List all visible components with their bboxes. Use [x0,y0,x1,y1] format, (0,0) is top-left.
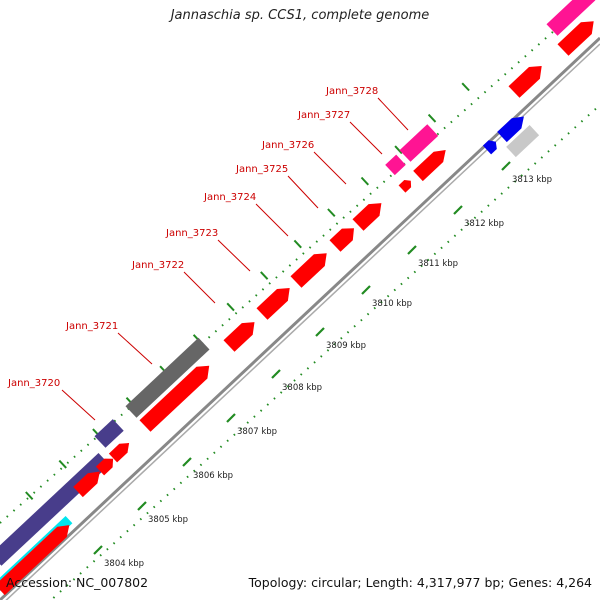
upper-tick [461,82,470,92]
gene-leader-line [313,151,347,185]
gene-label[interactable]: Jann_3724 [203,192,256,203]
upper-tick [25,491,34,500]
gene-jann-3724-block[interactable] [290,253,327,288]
scale-tick-mark [315,327,325,337]
gene-jann-3727-block[interactable] [385,154,406,176]
gene-red-block[interactable] [139,365,210,432]
gene-leader-line [255,203,289,237]
scale-tick-mark [361,285,371,295]
gene-label[interactable]: Jann_3722 [131,260,184,271]
gene-labels: Jann_3720 Jann_3721 Jann_3722 Jann_3723 Jann… [7,86,409,421]
upper-tick [260,271,269,280]
gene-jann-3728-block[interactable] [399,124,439,162]
gene-label[interactable]: Jann_3725 [235,164,288,175]
gene-red-block[interactable] [398,180,412,193]
upper-tick [226,302,235,312]
gene-leader-line [117,332,153,365]
scale-tick-mark [271,369,281,379]
map-title: Jannaschia sp. CCS1, complete genome [170,8,430,23]
gene-label[interactable]: Jann_3720 [7,378,60,389]
gene-highlight-block[interactable] [546,0,596,36]
gene-red-block[interactable] [413,150,446,182]
scale-tick-label: 3805 kbp [148,515,188,525]
gene-blue-block[interactable] [482,140,497,155]
upper-tick [58,459,67,469]
gene-jann-3725-block[interactable] [329,228,355,252]
gene-jann-3722-block[interactable] [223,322,255,352]
backbone-line-inner [5,43,600,600]
gene-red-block[interactable] [557,21,594,56]
scale-tick-label: 3810 kbp [372,299,412,309]
genome-summary-text: Topology: circular; Length: 4,317,977 bp… [248,575,592,590]
scale-ticks: 3804 kbp 3805 kbp 3806 kbp 3807 kbp 3808 kbp… [93,161,552,569]
gene-label[interactable]: Jann_3726 [261,140,314,151]
scale-tick-label: 3806 kbp [193,471,233,481]
gene-red-block[interactable] [73,471,100,498]
gene-jann-3720-upper-block[interactable] [94,419,124,448]
upper-tick [360,176,370,186]
upper-tick [293,239,302,249]
upper-tick-marks [25,82,470,500]
scale-tick-mark [93,545,103,555]
scale-tick-label: 3804 kbp [104,559,144,569]
scale-tick-label: 3811 kbp [418,259,458,269]
gene-jann-3723-block[interactable] [256,288,290,320]
gene-red-block[interactable] [95,458,114,476]
scale-tick-mark [226,413,236,423]
accession-text: Accession: NC_007802 [6,575,149,590]
gene-gray-block[interactable] [506,125,540,158]
scale-tick-mark [182,457,192,467]
gene-leader-line [349,121,383,155]
scale-tick-mark [453,205,463,215]
scale-tick-mark [407,245,417,255]
scale-tick-label: 3809 kbp [326,341,366,351]
scale-tick-label: 3812 kbp [464,219,504,229]
gene-leader-line [287,175,319,209]
scale-tick-label: 3807 kbp [237,427,277,437]
gene-leader-line [183,271,216,304]
scale-tick-label: 3808 kbp [282,383,322,393]
gene-leader-line [377,97,409,131]
scale-tick-mark [501,161,511,171]
gene-leader-line [217,239,251,272]
gene-label[interactable]: Jann_3723 [165,228,218,239]
gene-leader-line [61,389,96,421]
scale-tick-mark [137,501,147,511]
gene-label[interactable]: Jann_3721 [65,321,118,332]
gene-jann-3721-block[interactable] [125,337,210,418]
upper-tick [394,145,403,155]
scale-tick-label: 3813 kbp [512,175,552,185]
upper-tick [427,113,437,123]
gene-label[interactable]: Jann_3728 [325,86,378,97]
gene-jann-3726-block[interactable] [352,203,382,231]
gene-label[interactable]: Jann_3727 [297,110,350,121]
upper-dotted-line [0,0,591,524]
gene-red-block[interactable] [108,443,130,463]
gene-red-block[interactable] [508,66,542,98]
upper-tick [327,208,336,217]
gene-blue-block[interactable] [497,116,524,143]
gene-red-block[interactable] [0,525,70,596]
